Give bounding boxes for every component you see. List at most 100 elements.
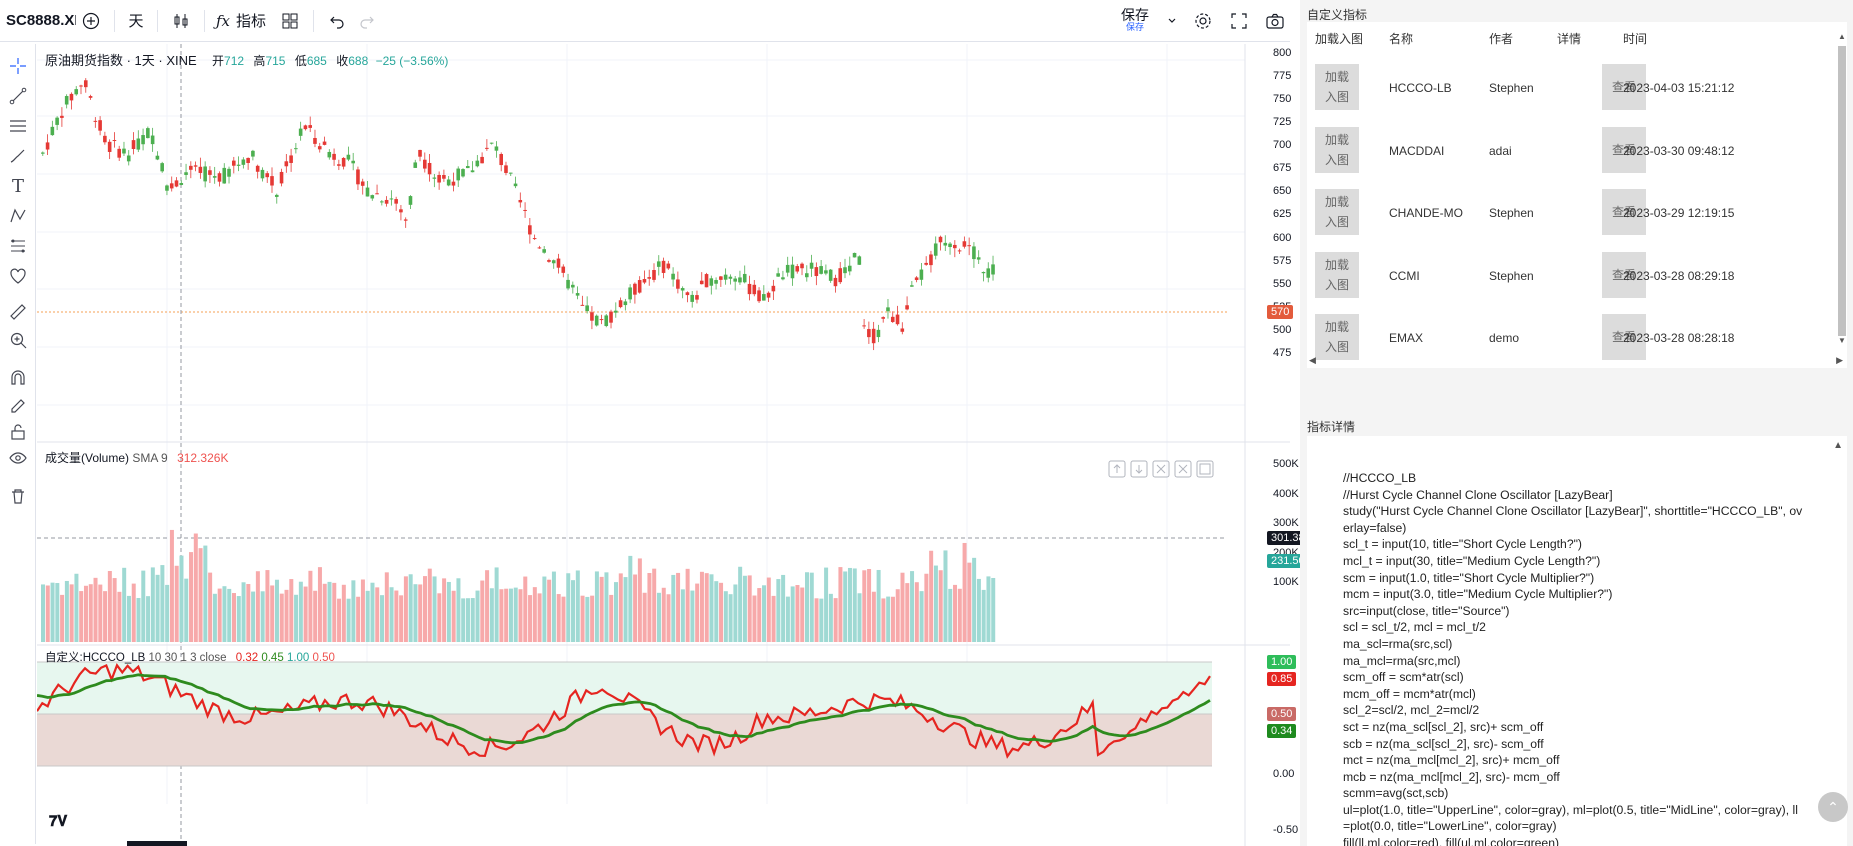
brush-icon[interactable] [4,142,32,170]
volume-bar [394,590,399,642]
text-icon[interactable]: T [11,175,24,197]
pattern-icon[interactable] [4,202,32,230]
volume-bar [723,591,728,642]
volume-bar [289,579,294,642]
candle-body [532,238,537,240]
candle-body [537,247,542,249]
candles-icon[interactable] [166,6,196,36]
candle-body [766,292,771,298]
view-button[interactable]: 查看 [1602,251,1646,298]
load-to-chart-button[interactable]: 加载 入图 [1315,189,1359,235]
candle-body [594,315,599,326]
fullscreen-icon[interactable] [1222,6,1256,36]
candle-body [461,169,465,177]
indicator-detail-title: 指标详情 [1307,420,1356,434]
magnet-icon[interactable] [4,364,32,392]
grid-icon[interactable] [275,6,305,36]
chart-area[interactable]: 𝟕𝐕 原油期货指数 · 1天 · XINE 开712 高715 低685 收68… [37,44,1323,846]
indicator-code-view[interactable]: ▲ //HCCCO_LB //Hurst Cycle Channel Clone… [1307,436,1847,846]
volume-bar [322,583,327,642]
price-axis-label: 600 [1273,231,1292,244]
volume-bar [771,595,776,642]
candle-body [126,155,131,162]
load-to-chart-button[interactable]: 加载 入图 [1315,126,1359,173]
top-toolbar: SC8888.XINE 天 ƒx 指标 保存 保存 [0,0,1290,42]
fib-lines-icon[interactable] [4,112,32,140]
zoom-in-icon[interactable] [4,326,32,354]
interval-button[interactable]: 天 [128,13,144,30]
volume-bar [504,588,509,642]
heart-icon[interactable] [4,262,32,290]
volume-bar [953,584,958,642]
volume-bar [895,589,900,642]
scroll-up-icon[interactable]: ▲ [1833,440,1843,451]
candle-body [781,277,785,280]
volume-bar [122,567,127,642]
lock-drawing-icon[interactable] [4,390,32,418]
crosshair-icon[interactable] [4,52,32,80]
view-button[interactable]: 查看 [1602,314,1646,360]
candle-body [976,257,981,260]
low-value: 685 [306,54,327,68]
lock-icon[interactable] [4,418,32,446]
chevron-down-icon[interactable] [1160,6,1184,36]
volume-bar [465,598,470,642]
candle-body [98,120,102,131]
candle-body [418,149,422,157]
volume-bar [585,596,590,642]
table-vscrollbar[interactable]: ▲ ▼ [1838,32,1846,345]
gear-icon[interactable] [1186,6,1220,36]
camera-icon[interactable] [1258,6,1292,36]
volume-bar [599,576,604,642]
table-hscrollbar[interactable]: ◀ ▶ [1309,355,1843,365]
volume-bar [60,594,65,642]
candle-body [198,166,203,173]
volume-bar [69,584,74,642]
lower-band-fill [37,714,1212,766]
indicators-button[interactable]: ƒx 指标 [213,6,269,36]
undo-icon[interactable] [322,6,352,36]
volume-bar [551,571,556,642]
indicator-name: EMAX [1389,331,1424,345]
ruler-icon[interactable] [4,298,32,326]
candle-body [599,319,604,321]
volume-bar [819,598,824,642]
trend-line-icon[interactable] [4,82,32,110]
redo-icon[interactable] [352,6,382,36]
volume-bar [843,571,848,642]
chart-canvas[interactable]: 𝟕𝐕 [37,44,1290,846]
scroll-top-button[interactable]: ⌃ [1818,792,1848,822]
trash-icon[interactable] [4,482,32,510]
candle-body [957,250,962,252]
save-button[interactable]: 保存 保存 [1121,7,1149,32]
candle-body [981,271,986,274]
volume-bar [795,585,800,642]
candle-body [857,256,862,265]
candle-body [279,171,284,184]
volume-title: 成交量(Volume) [45,451,130,465]
load-to-chart-button[interactable]: 加载 入图 [1315,251,1359,298]
symbol-search[interactable]: SC8888.XINE [6,12,76,29]
load-to-chart-button[interactable]: 加载 入图 [1315,64,1359,110]
view-button[interactable]: 查看 [1602,64,1646,110]
volume-bar [532,587,537,642]
table-row: 加载 入图 CCMI Stephen 查看 2023-03-28 08:29:18 [1307,242,1837,304]
candle-body [561,266,566,273]
prediction-icon[interactable] [4,232,32,260]
volume-bar [981,589,986,642]
candle-body [585,305,589,312]
volume-bar [98,584,103,642]
candle-body [890,316,895,322]
candle-body [571,284,575,288]
view-button[interactable]: 查看 [1602,126,1646,173]
view-button[interactable]: 查看 [1602,189,1646,235]
pane-controls[interactable] [1108,460,1214,478]
eye-icon[interactable] [4,444,32,472]
volume-bar [413,584,418,642]
series-title: 原油期货指数 · 1天 · XINE [45,53,197,68]
plus-circle-icon[interactable] [76,6,106,36]
volume-bar [972,557,977,642]
load-to-chart-button[interactable]: 加载 入图 [1315,314,1359,360]
candle-body [155,155,160,160]
candle-body [647,277,652,279]
